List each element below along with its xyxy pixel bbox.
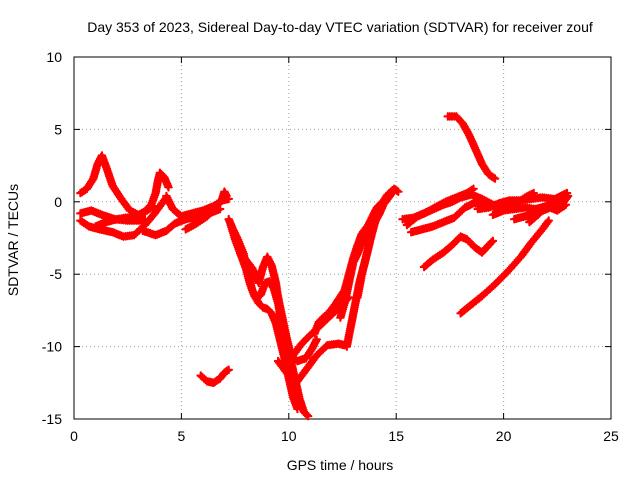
series-track-22 [443, 112, 500, 183]
series-track-02 [76, 193, 171, 241]
x-tick-label: 20 [496, 428, 512, 444]
y-tick-label: -5 [50, 266, 63, 282]
x-tick-label: 0 [70, 428, 78, 444]
series-track-12 [273, 293, 321, 366]
plot-frame [73, 56, 612, 420]
x-axis-label: GPS time / hours [287, 457, 394, 473]
series-track-18 [353, 197, 388, 302]
y-tick-label: 0 [54, 194, 62, 210]
series-track-10 [226, 220, 302, 414]
x-tick-label: 5 [178, 428, 186, 444]
series-track-23 [419, 232, 498, 272]
series-track-24 [456, 216, 553, 318]
y-tick-label: -15 [42, 411, 62, 427]
series-track-28 [525, 188, 572, 227]
series-track-07 [181, 187, 231, 234]
x-tick-labels: 0 5 10 15 20 25 [70, 428, 619, 444]
y-tick-label: 10 [46, 49, 62, 65]
x-tick-label: 10 [281, 428, 297, 444]
y-tick-label: -10 [42, 339, 62, 355]
gridlines [74, 57, 611, 419]
data-series [76, 112, 573, 421]
series-track-13 [273, 339, 349, 389]
series-track-08 [196, 365, 233, 388]
chart-title: Day 353 of 2023, Sidereal Day-to-day VTE… [87, 19, 593, 35]
x-tick-label: 25 [603, 428, 619, 444]
y-axis-label: SDTVAR / TECUs [5, 184, 21, 296]
y-tick-labels: -15 -10 -5 0 5 10 [42, 49, 62, 427]
x-tick-label: 15 [388, 428, 404, 444]
y-tick-label: 5 [54, 121, 62, 137]
axis-ticks [73, 56, 612, 420]
series-track-04 [91, 168, 173, 231]
